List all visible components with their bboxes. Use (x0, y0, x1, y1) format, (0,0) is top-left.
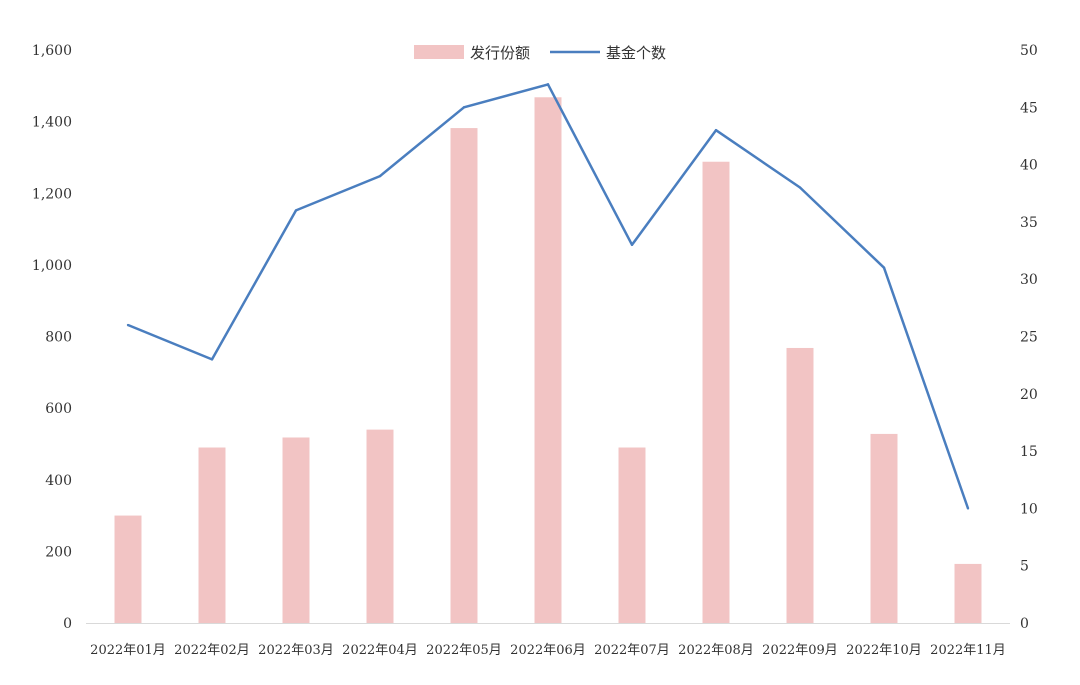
left-tick-label: 1,400 (32, 115, 72, 131)
line-point (714, 129, 718, 132)
bar (702, 161, 730, 624)
legend: 发行份额 基金个数 (414, 44, 666, 62)
left-tick-label: 1,200 (32, 186, 72, 202)
right-y-axis: 0 5 10 15 20 25 30 35 40 45 50 (1020, 43, 1038, 632)
x-tick-label: 2022年01月 (90, 643, 166, 658)
legend-line-label: 基金个数 (606, 44, 666, 62)
line-point (126, 323, 130, 327)
x-tick-label: 2022年03月 (258, 643, 334, 658)
line-series (126, 83, 970, 510)
left-y-axis: 0 200 400 600 800 1,000 1,200 1,400 1,600 (32, 43, 72, 632)
right-tick-label: 35 (1020, 215, 1038, 231)
line-point (546, 83, 550, 86)
left-tick-label: 1,000 (32, 258, 72, 274)
left-tick-label: 600 (45, 401, 72, 417)
x-tick-label: 2022年02月 (174, 643, 250, 658)
right-tick-label: 30 (1020, 272, 1038, 288)
bar (534, 97, 562, 623)
x-tick-label: 2022年04月 (342, 643, 418, 658)
line-point (630, 243, 634, 247)
right-tick-label: 5 (1020, 559, 1029, 575)
line-point (882, 266, 886, 269)
line-point (966, 507, 970, 510)
right-tick-label: 40 (1020, 158, 1038, 174)
left-tick-label: 0 (63, 616, 72, 632)
right-tick-label: 50 (1020, 43, 1038, 59)
line-point (462, 106, 466, 109)
x-tick-label: 2022年09月 (762, 643, 838, 658)
x-tick-label: 2022年10月 (846, 643, 922, 658)
x-tick-label: 2022年07月 (594, 643, 670, 658)
bar (618, 447, 646, 623)
right-tick-label: 25 (1020, 330, 1038, 346)
line-point (378, 174, 382, 178)
right-tick-label: 15 (1020, 444, 1038, 460)
bar-series (114, 97, 982, 624)
legend-bar-swatch (414, 45, 464, 59)
x-axis: 2022年01月 2022年02月 2022年03月 2022年04月 2022年05月… (86, 623, 1010, 658)
line-point (294, 209, 298, 212)
left-tick-label: 200 (45, 544, 72, 560)
bar (450, 128, 478, 624)
left-tick-label: 400 (45, 473, 72, 489)
line-point (210, 358, 214, 361)
left-tick-label: 1,600 (32, 43, 72, 59)
x-tick-label: 2022年11月 (930, 643, 1006, 658)
right-tick-label: 10 (1020, 501, 1038, 517)
bar (282, 437, 310, 623)
right-tick-label: 20 (1020, 387, 1038, 403)
x-tick-label: 2022年08月 (678, 643, 754, 658)
left-tick-label: 800 (45, 330, 72, 346)
x-tick-label: 2022年05月 (426, 643, 502, 658)
bar (114, 515, 142, 623)
right-tick-label: 45 (1020, 100, 1038, 116)
line-point (798, 186, 802, 189)
x-tick-label: 2022年06月 (510, 643, 586, 658)
bar (198, 447, 226, 623)
right-tick-label: 0 (1020, 616, 1029, 632)
bar (870, 433, 898, 623)
legend-bar-label: 发行份额 (470, 44, 530, 62)
bar (786, 347, 814, 623)
bar (954, 563, 982, 623)
bar (366, 429, 394, 623)
